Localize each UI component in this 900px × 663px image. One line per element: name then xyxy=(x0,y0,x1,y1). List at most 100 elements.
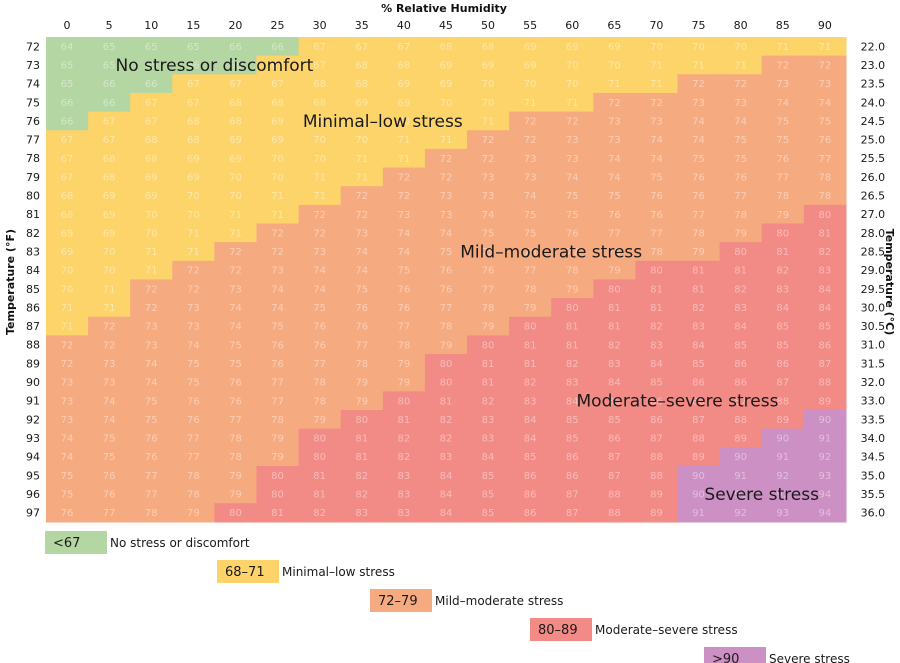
cell-value-label: 73 xyxy=(650,117,663,128)
y-right-tick-label: 33.0 xyxy=(861,395,886,408)
cell-value-label: 76 xyxy=(355,303,368,314)
cell-value-label: 84 xyxy=(440,490,453,501)
cell-value-label: 77 xyxy=(397,322,410,333)
cell-value-label: 81 xyxy=(524,359,537,370)
heatmap-cell xyxy=(424,260,468,281)
heatmap-cell xyxy=(509,372,552,392)
cell-value-label: 71 xyxy=(566,98,579,109)
zone-label: Mild–moderate stress xyxy=(460,242,642,262)
cell-value-label: 81 xyxy=(692,284,705,295)
heatmap-cell xyxy=(256,316,300,336)
heatmap-cell xyxy=(509,130,552,150)
heatmap-cell xyxy=(467,204,510,225)
cell-value-label: 86 xyxy=(524,508,537,519)
heatmap-cell xyxy=(551,484,594,504)
y-right-tick-label: 25.0 xyxy=(861,134,886,147)
cell-value-label: 81 xyxy=(608,303,621,314)
cell-value-label: 85 xyxy=(776,340,789,351)
heatmap-cell xyxy=(467,111,510,131)
cell-value-label: 70 xyxy=(187,210,200,221)
cell-value-label: 79 xyxy=(734,228,747,239)
heatmap-cell xyxy=(677,447,721,467)
cell-value-label: 82 xyxy=(608,340,621,351)
heatmap-cell xyxy=(130,130,173,150)
heatmap-cell xyxy=(298,354,342,374)
heatmap-cell xyxy=(340,316,384,336)
y-left-tick-label: 82 xyxy=(26,227,40,240)
heatmap-cell xyxy=(509,484,552,504)
y-left-tick-label: 84 xyxy=(26,264,40,277)
heatmap-cell xyxy=(719,484,763,504)
heatmap-cell xyxy=(635,428,679,448)
heatmap-cell xyxy=(467,37,510,57)
heatmap-cell xyxy=(130,242,173,262)
heatmap-cell xyxy=(256,148,300,169)
cell-value-label: 74 xyxy=(103,415,116,426)
heatmap-cell xyxy=(677,335,721,355)
heatmap-cell xyxy=(761,372,805,392)
heatmap-cell xyxy=(298,335,342,355)
cell-value-label: 67 xyxy=(229,79,242,90)
heatmap-cell xyxy=(593,204,636,225)
heatmap-cell xyxy=(382,484,426,504)
cell-value-label: 83 xyxy=(397,490,410,501)
heatmap-cell xyxy=(593,391,636,411)
cell-value-label: 69 xyxy=(61,247,74,258)
cell-value-label: 78 xyxy=(355,359,368,370)
cell-value-label: 79 xyxy=(608,266,621,277)
heatmap-cell xyxy=(88,465,131,486)
heatmap-cell xyxy=(88,428,131,448)
heatmap-cell xyxy=(88,484,131,504)
cell-value-label: 81 xyxy=(355,434,368,445)
cell-value-label: 78 xyxy=(524,284,537,295)
heatmap-cell xyxy=(256,465,300,486)
cell-value-label: 74 xyxy=(440,228,453,239)
heatmap-cell xyxy=(424,279,468,299)
cell-value-label: 71 xyxy=(355,154,368,165)
cell-value-label: 70 xyxy=(355,135,368,146)
cell-value-label: 66 xyxy=(271,42,284,53)
heatmap-cell xyxy=(130,148,173,169)
heatmap-cell xyxy=(172,465,215,486)
heatmap-cell xyxy=(509,354,552,374)
cell-value-label: 72 xyxy=(776,61,789,72)
cell-value-label: 74 xyxy=(608,172,621,183)
cell-value-label: 76 xyxy=(103,490,116,501)
heatmap-cell xyxy=(172,484,215,504)
cell-value-label: 92 xyxy=(818,452,831,463)
cell-value-label: 72 xyxy=(145,284,158,295)
heatmap-cell xyxy=(677,465,721,486)
heatmap-cell xyxy=(635,447,679,467)
heatmap-cell xyxy=(214,167,258,187)
cell-value-label: 73 xyxy=(145,340,158,351)
cell-value-label: 71 xyxy=(397,135,410,146)
cell-value-label: 83 xyxy=(482,434,495,445)
heatmap-cell xyxy=(256,37,300,57)
cell-value-label: 84 xyxy=(608,378,621,389)
cell-value-label: 85 xyxy=(776,322,789,333)
heatmap-cell xyxy=(340,92,384,113)
cell-value-label: 86 xyxy=(608,434,621,445)
heatmap-cell xyxy=(424,130,468,150)
cell-value-label: 82 xyxy=(440,434,453,445)
heatmap-cell xyxy=(340,74,384,94)
cell-value-label: 64 xyxy=(61,42,74,53)
heatmap-cell xyxy=(677,204,721,225)
heatmap-cell xyxy=(551,410,594,430)
heatmap-cell xyxy=(172,37,215,57)
cell-value-label: 75 xyxy=(482,247,495,258)
heatmap-cell xyxy=(382,92,426,113)
x-axis-ticks: 0 5 10 15 20 25 30 35 40 45 50 55 60 65 70 75 80 85 90 xyxy=(64,19,832,32)
heatmap-cell xyxy=(803,391,847,411)
heatmap-cell xyxy=(256,130,300,150)
x-axis-title: % Relative Humidity xyxy=(381,2,507,15)
cell-value-label: 69 xyxy=(397,98,410,109)
heatmap-cell xyxy=(172,503,215,523)
heatmap-cell xyxy=(298,148,342,169)
cell-value-label: 71 xyxy=(650,61,663,72)
cell-value-label: 85 xyxy=(482,490,495,501)
cell-value-label: 81 xyxy=(692,266,705,277)
heatmap-cell xyxy=(298,37,342,57)
cell-value-label: 83 xyxy=(776,284,789,295)
cell-value-label: 91 xyxy=(692,508,705,519)
